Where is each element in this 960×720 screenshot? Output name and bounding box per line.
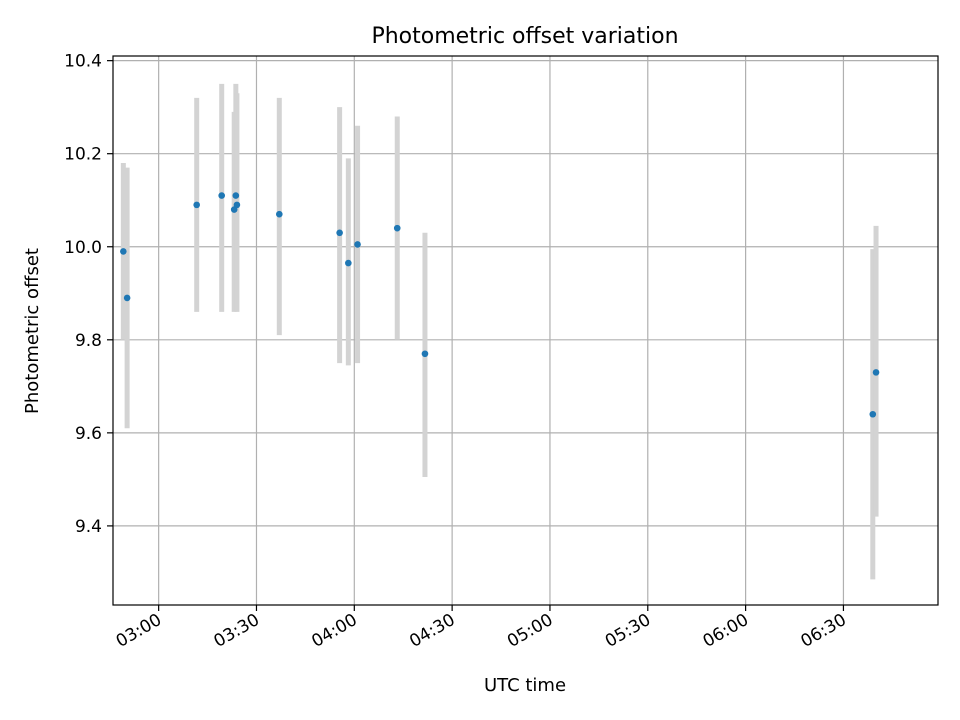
y-axis-label: Photometric offset — [22, 248, 43, 414]
data-point — [393, 224, 401, 232]
y-tick-label: 10.2 — [64, 145, 102, 165]
y-axis-ticks: 9.4 9.6 9.8 10.0 10.2 10.4 — [64, 52, 113, 537]
y-tick-label: 9.6 — [75, 424, 102, 444]
plot-frame — [112, 55, 939, 606]
data-point — [336, 229, 343, 237]
data-point — [869, 410, 877, 418]
y-tick-label: 9.4 — [75, 517, 102, 537]
grid — [113, 56, 938, 605]
y-tick-label: 10.4 — [64, 52, 102, 72]
data-point — [421, 350, 429, 358]
data-point — [218, 192, 225, 199]
data-point — [276, 210, 283, 218]
data-point — [354, 241, 361, 248]
data-point — [193, 201, 200, 209]
y-tick-label: 9.8 — [75, 331, 102, 351]
chart-title: Photometric offset variation — [371, 24, 678, 49]
data-point — [872, 369, 880, 376]
data-point — [123, 294, 131, 302]
data-point — [120, 248, 127, 255]
x-axis-label: UTC time — [484, 675, 566, 696]
data-points — [120, 192, 880, 418]
data-point — [233, 201, 241, 209]
y-tick-label: 10.0 — [64, 238, 102, 258]
data-point — [232, 192, 240, 199]
data-point — [345, 259, 352, 267]
